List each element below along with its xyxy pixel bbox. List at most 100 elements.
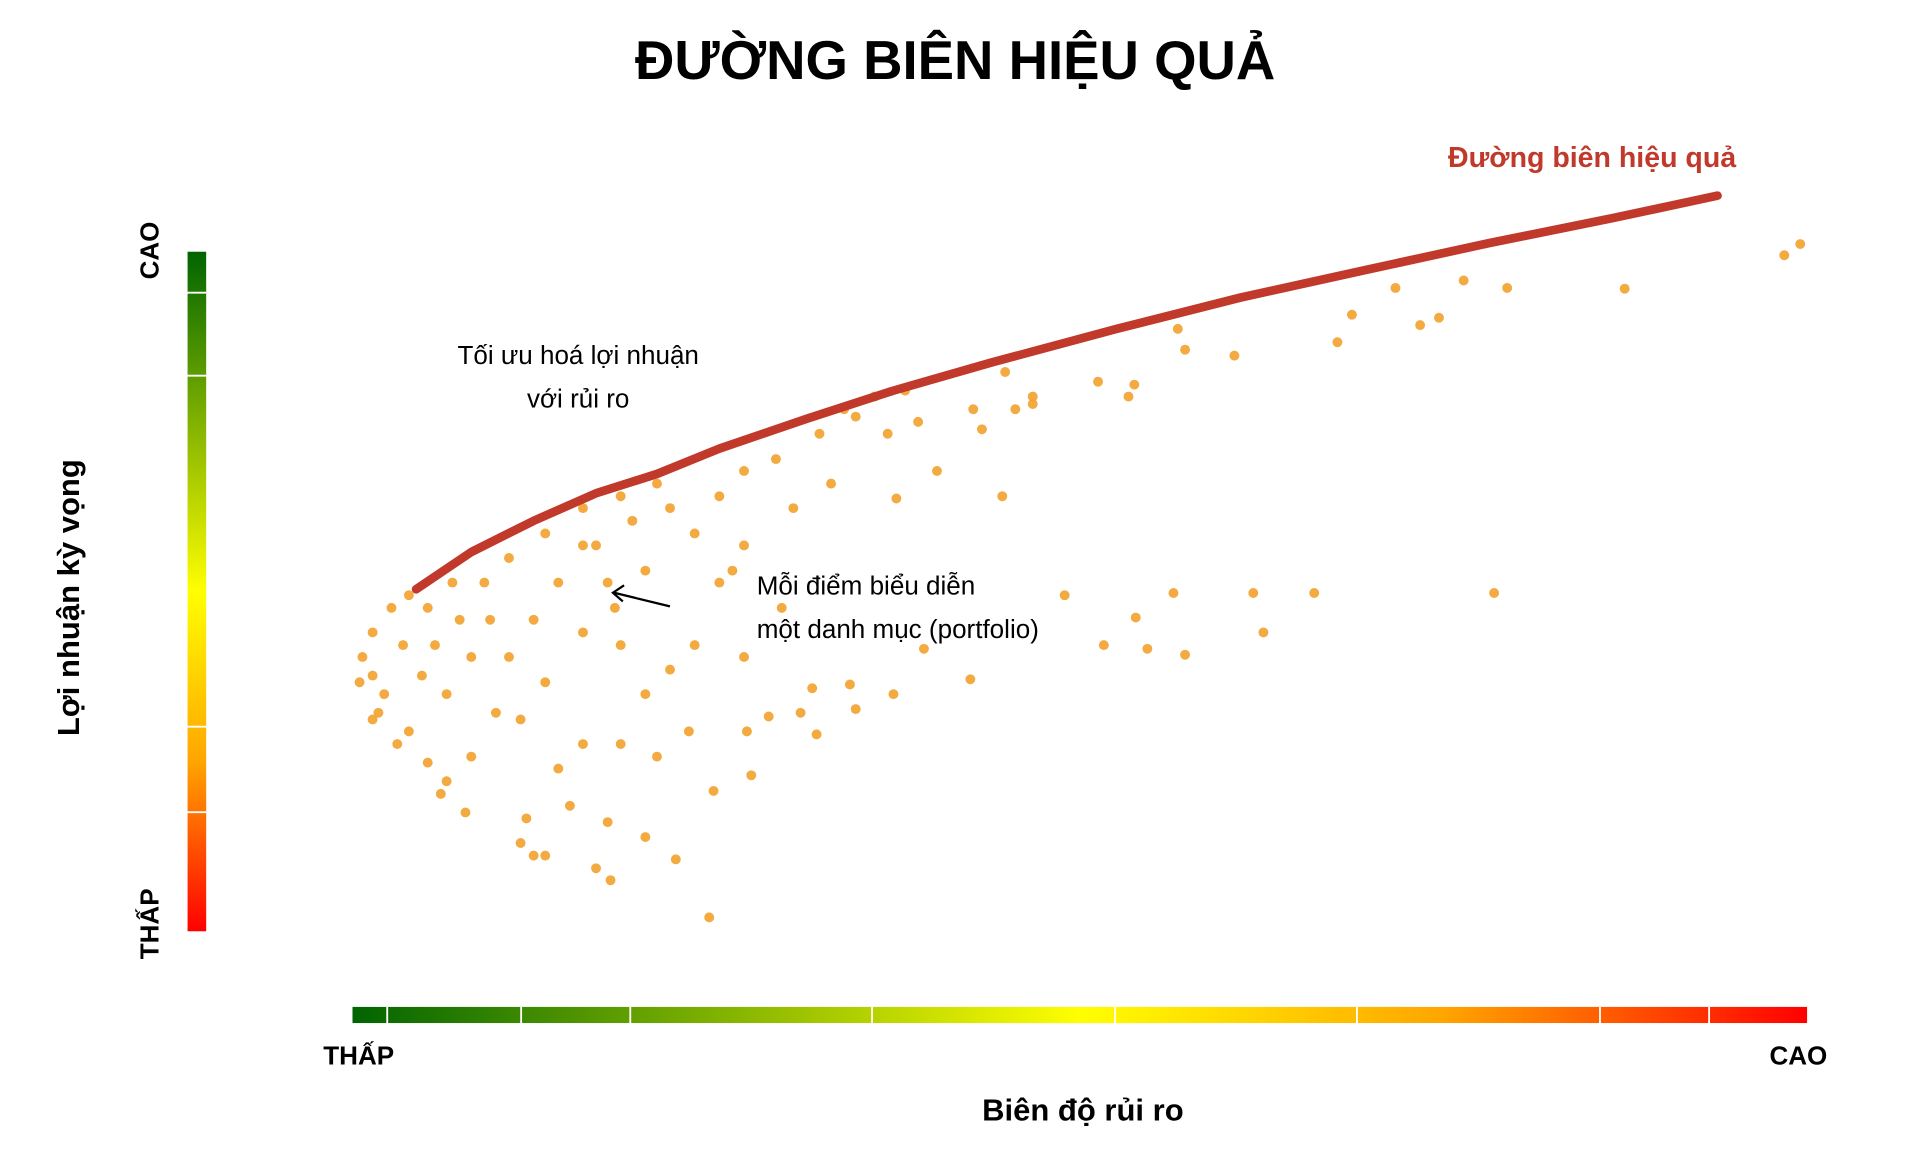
- point: [379, 689, 390, 700]
- point: [763, 711, 774, 722]
- point: [367, 714, 378, 725]
- point: [422, 602, 433, 613]
- point: [435, 788, 446, 799]
- point: [591, 540, 601, 551]
- point: [367, 627, 378, 638]
- point: [1415, 320, 1426, 331]
- point: [913, 416, 924, 427]
- point: [1619, 283, 1630, 294]
- point: [490, 707, 501, 718]
- point: [741, 726, 752, 737]
- point: [564, 800, 575, 811]
- point: [627, 515, 638, 526]
- point: [605, 875, 616, 886]
- x-bar-separators: [386, 1006, 1711, 1024]
- point: [357, 652, 368, 662]
- point: [485, 614, 496, 625]
- point: [528, 850, 539, 861]
- point: [386, 602, 397, 613]
- point: [578, 540, 588, 551]
- point: [515, 838, 526, 848]
- point: [746, 770, 757, 781]
- y-low-label: THẤP: [134, 888, 164, 959]
- point: [689, 528, 700, 539]
- point: [1390, 282, 1401, 293]
- point: [714, 577, 725, 588]
- point: [640, 689, 651, 700]
- point: [665, 503, 675, 514]
- point: [454, 614, 465, 625]
- point: [540, 677, 551, 688]
- point: [652, 751, 662, 762]
- point: [1258, 627, 1269, 638]
- x-axis-label: Biên độ rủi ro: [982, 1093, 1184, 1128]
- point: [578, 627, 588, 638]
- x-gradient-bar: [352, 1006, 1808, 1024]
- point: [1502, 282, 1513, 293]
- point: [403, 590, 414, 601]
- point: [1130, 612, 1141, 623]
- annotation: một danh mục (portfolio): [757, 614, 1039, 644]
- point: [776, 602, 787, 613]
- point: [1248, 588, 1259, 598]
- point: [602, 577, 613, 588]
- series-label: Đường biên hiệu quả: [1448, 142, 1737, 174]
- point: [1142, 643, 1153, 654]
- point: [714, 491, 725, 502]
- point: [1123, 391, 1134, 402]
- point: [1059, 590, 1070, 601]
- point: [1458, 275, 1469, 286]
- point: [976, 424, 987, 435]
- point: [578, 503, 588, 514]
- point: [788, 503, 799, 514]
- point: [441, 689, 452, 700]
- point: [1434, 312, 1444, 323]
- point: [354, 677, 365, 688]
- point: [373, 707, 384, 718]
- point: [1309, 588, 1320, 598]
- point: [997, 491, 1008, 502]
- point: [739, 652, 749, 662]
- point: [811, 729, 822, 740]
- x-high-label: CAO: [1769, 1041, 1827, 1071]
- point: [504, 553, 514, 563]
- point: [739, 466, 749, 476]
- point: [578, 739, 588, 749]
- point: [540, 850, 551, 861]
- point: [850, 704, 861, 715]
- annotation: Mỗi điểm biểu diễn: [757, 571, 976, 601]
- point: [553, 763, 564, 774]
- point: [441, 776, 452, 787]
- point: [1229, 350, 1240, 361]
- point: [521, 813, 532, 824]
- point: [504, 652, 514, 662]
- point: [615, 640, 626, 651]
- point: [850, 411, 861, 422]
- point: [640, 832, 651, 842]
- annotation: với rủi ro: [527, 383, 629, 413]
- point: [704, 912, 715, 923]
- point: [466, 751, 477, 762]
- point: [1093, 376, 1103, 387]
- y-bar-separators: [187, 291, 207, 814]
- point: [1129, 379, 1140, 390]
- point: [403, 726, 414, 737]
- point: [528, 614, 539, 625]
- point: [1332, 337, 1343, 348]
- point: [1180, 649, 1191, 660]
- annotation: Tối ưu hoá lợi nhuận: [457, 340, 698, 370]
- point: [968, 404, 979, 415]
- point: [727, 565, 738, 576]
- point: [891, 493, 902, 504]
- point: [965, 674, 976, 685]
- point: [739, 540, 749, 551]
- point: [1180, 344, 1191, 355]
- point: [826, 478, 837, 489]
- x-low-label: THẤP: [323, 1041, 394, 1071]
- point: [615, 491, 626, 502]
- point: [1098, 640, 1109, 651]
- point: [652, 478, 662, 489]
- arrow: [611, 584, 671, 608]
- point: [447, 577, 458, 588]
- point: [1000, 367, 1011, 377]
